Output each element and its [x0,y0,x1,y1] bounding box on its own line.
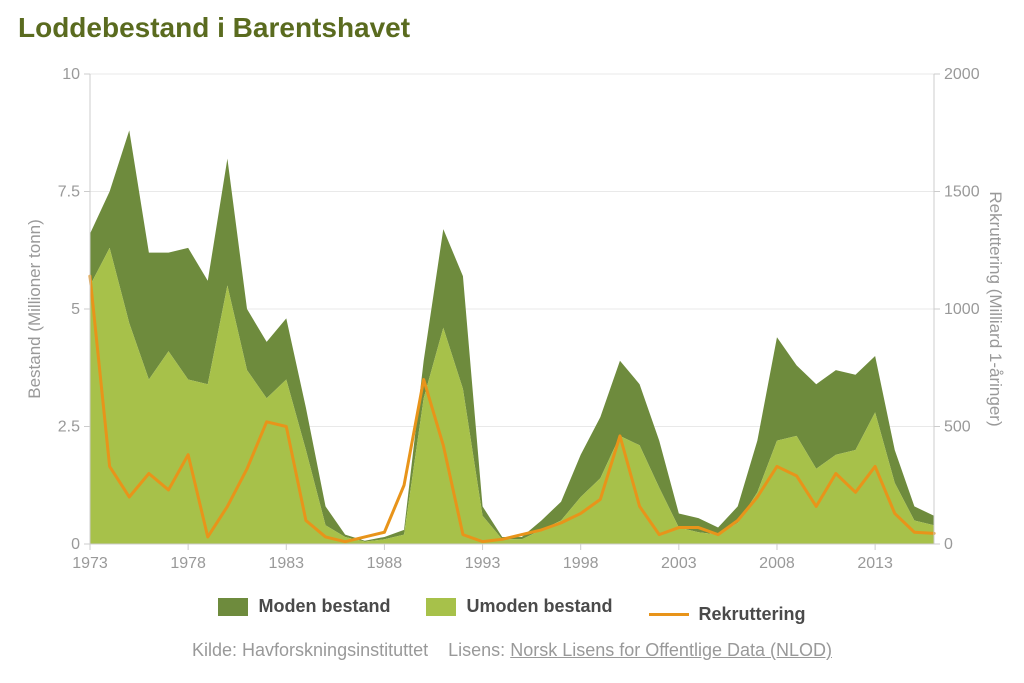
svg-text:500: 500 [944,419,971,436]
credits: Kilde: Havforskningsinstituttet Lisens: … [0,640,1024,661]
source-label: Kilde: [192,640,237,660]
svg-text:0: 0 [944,536,953,553]
chart-svg: 0 2.5 5 7.5 10 Bestand (Millioner tonn) 0 500 10… [18,64,1006,584]
svg-text:7.5: 7.5 [58,184,80,201]
svg-text:1993: 1993 [465,555,501,572]
legend-swatch-umoden [426,598,456,616]
svg-text:2000: 2000 [944,66,980,83]
legend-label-moden: Moden bestand [258,596,390,617]
svg-text:1973: 1973 [72,555,108,572]
svg-text:10: 10 [62,66,80,83]
legend-item-umoden: Umoden bestand [426,596,612,617]
chart: 0 2.5 5 7.5 10 Bestand (Millioner tonn) 0 500 10… [18,64,1006,584]
chart-title: Loddebestand i Barentshavet [18,12,1006,44]
svg-text:1998: 1998 [563,555,599,572]
svg-text:Rekruttering (Milliard 1-åring: Rekruttering (Milliard 1-åringer) [986,191,1005,426]
legend-item-moden: Moden bestand [218,596,390,617]
svg-text:2013: 2013 [857,555,893,572]
svg-text:1978: 1978 [170,555,206,572]
license-label: Lisens: [448,640,505,660]
svg-text:2008: 2008 [759,555,795,572]
svg-text:1988: 1988 [367,555,403,572]
svg-text:5: 5 [71,301,80,318]
legend: Moden bestand Umoden bestand Rekruttering [0,596,1024,625]
svg-text:2003: 2003 [661,555,697,572]
legend-label-rekr: Rekruttering [699,604,806,625]
svg-text:1500: 1500 [944,184,980,201]
svg-text:1000: 1000 [944,301,980,318]
svg-text:1983: 1983 [268,555,304,572]
legend-label-umoden: Umoden bestand [466,596,612,617]
legend-line-rekr [649,613,689,616]
svg-text:0: 0 [71,536,80,553]
svg-text:2.5: 2.5 [58,419,80,436]
source-value: Havforskningsinstituttet [242,640,428,660]
legend-swatch-moden [218,598,248,616]
svg-text:Bestand (Millioner tonn): Bestand (Millioner tonn) [25,219,44,399]
license-link[interactable]: Norsk Lisens for Offentlige Data (NLOD) [510,640,832,660]
legend-item-rekr: Rekruttering [649,604,806,625]
